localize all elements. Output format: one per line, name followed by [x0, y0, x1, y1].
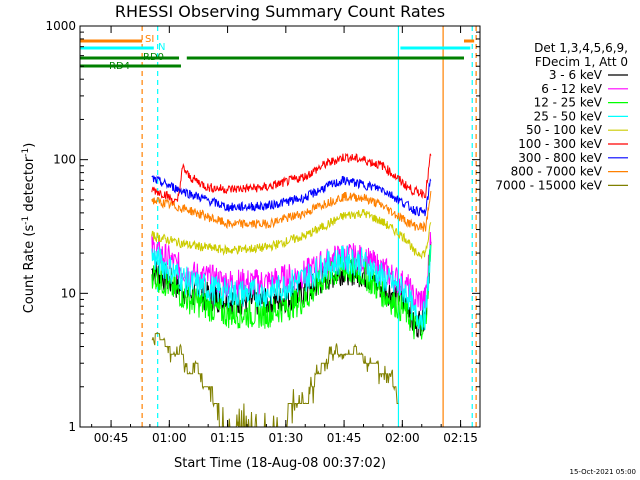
y-axis-label-sup-2: -1 — [21, 148, 31, 157]
legend-header-2: FDecim 1, Att 0 — [535, 55, 628, 69]
series-trace-8 — [151, 331, 399, 428]
x-tick-label-4: 01:45 — [327, 431, 362, 445]
legend-label-7: 800 - 7000 keV — [511, 165, 603, 179]
x-tick-label-0: 00:45 — [94, 431, 129, 445]
legend-label-3: 25 - 50 keV — [534, 109, 603, 123]
state-bar-label-1: N — [158, 42, 165, 53]
legend-label-1: 6 - 12 keV — [541, 82, 603, 96]
x-axis-label: Start Time (18-Aug-08 00:37:02) — [174, 456, 386, 471]
y-tick-label-0: 1 — [68, 420, 76, 434]
y-axis-label-main: Count Rate (s — [22, 225, 37, 314]
x-tick-label-6: 02:15 — [443, 431, 478, 445]
footer-date: 15-Oct-2021 05:00 — [570, 468, 636, 476]
series-trace-6 — [151, 175, 432, 217]
x-tick-label-2: 01:15 — [210, 431, 245, 445]
series-trace-7 — [151, 190, 432, 232]
y-axis-label: Count Rate (s-1 detector-1) — [21, 143, 37, 314]
legend: Det 1,3,4,5,6,9, FDecim 1, Att 0 3 - 6 k… — [495, 41, 628, 192]
legend-label-4: 50 - 100 keV — [526, 123, 603, 137]
state-bar-label-0: SI — [145, 34, 154, 45]
series-trace-4 — [151, 209, 432, 260]
legend-label-6: 300 - 800 keV — [518, 151, 602, 165]
y-axis: 1 10 100 1000 — [45, 19, 480, 434]
y-axis-label-end: ) — [22, 143, 37, 148]
state-bar-label-2: RD0 — [143, 52, 164, 63]
plot-frame — [79, 25, 481, 428]
y-tick-label-2: 100 — [53, 153, 76, 167]
y-tick-label-1: 10 — [61, 286, 76, 300]
x-tick-label-1: 01:00 — [152, 431, 187, 445]
legend-label-0: 3 - 6 keV — [549, 68, 603, 82]
legend-label-8: 7000 - 15000 keV — [495, 178, 602, 192]
series-trace-5 — [151, 152, 432, 205]
y-axis-label-tail: detector — [22, 156, 37, 216]
legend-label-5: 100 - 300 keV — [518, 137, 602, 151]
state-bar-label-3: RD4 — [109, 61, 130, 72]
x-tick-label-3: 01:30 — [269, 431, 304, 445]
legend-header-1: Det 1,3,4,5,6,9, — [534, 41, 628, 55]
series-trace-3 — [151, 244, 432, 330]
legend-label-2: 12 - 25 keV — [534, 96, 603, 110]
chart-title: RHESSI Observing Summary Count Rates — [115, 2, 445, 21]
y-axis-label-sup: -1 — [21, 216, 31, 225]
y-tick-label-3: 1000 — [45, 19, 76, 33]
x-tick-label-5: 02:00 — [385, 431, 420, 445]
x-axis: 00:45 01:00 01:15 01:30 01:45 02:00 02:15 — [91, 26, 481, 445]
